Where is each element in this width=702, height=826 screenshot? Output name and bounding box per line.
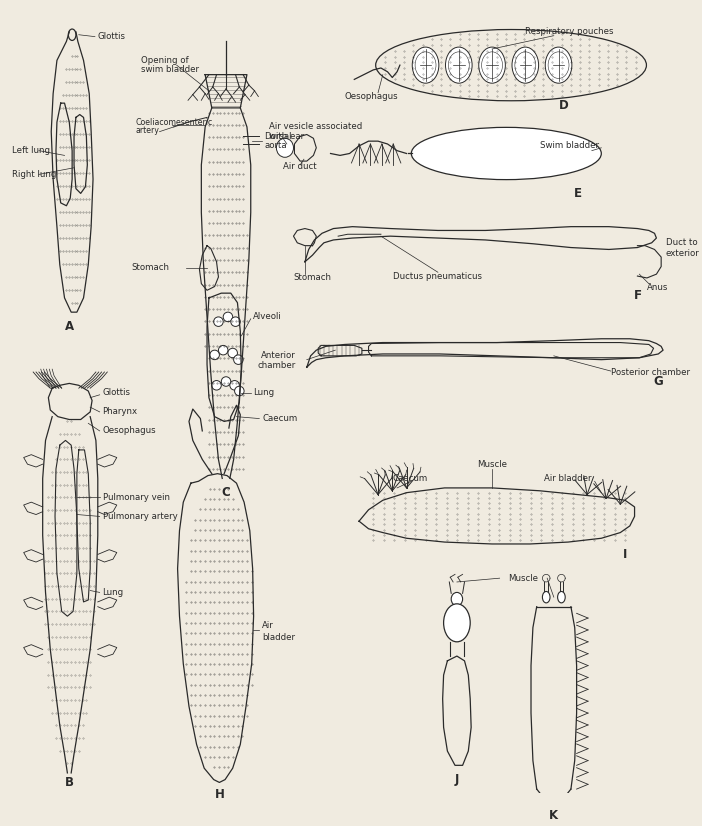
Text: B: B [65,776,74,789]
Text: Muscle: Muscle [477,459,507,468]
Text: chamber: chamber [257,361,296,370]
Text: Duct to: Duct to [666,238,698,247]
Ellipse shape [376,30,647,101]
Ellipse shape [444,604,470,642]
Text: C: C [222,487,230,499]
Ellipse shape [411,127,602,179]
Text: H: H [214,788,225,801]
Text: swim bladder: swim bladder [140,65,199,74]
Text: exterior: exterior [666,249,700,258]
Text: Pharynx: Pharynx [102,407,138,416]
Text: Air vesicle associated: Air vesicle associated [269,122,362,131]
Text: Respiratory pouches: Respiratory pouches [525,27,614,36]
Text: Lung: Lung [253,388,274,397]
Ellipse shape [234,355,243,364]
Text: E: E [574,187,581,200]
Text: Caecum: Caecum [392,474,428,483]
Text: J: J [455,773,459,786]
Ellipse shape [221,377,231,387]
Text: Glottis: Glottis [102,388,131,397]
Text: Caecum: Caecum [262,414,298,423]
Text: K: K [549,809,558,822]
Text: I: I [623,548,628,561]
Text: Anus: Anus [647,283,668,292]
Text: Oesophagus: Oesophagus [345,92,399,101]
Text: F: F [633,288,642,301]
Text: Muscle: Muscle [508,574,538,582]
Text: Opening of: Opening of [140,56,188,65]
Ellipse shape [451,592,463,605]
Ellipse shape [512,47,538,83]
Ellipse shape [212,381,221,390]
Text: Air: Air [262,621,274,630]
Text: D: D [558,99,568,112]
Text: Pulmonary vein: Pulmonary vein [102,493,170,502]
Ellipse shape [218,345,228,355]
Text: Posterior chamber: Posterior chamber [611,368,690,377]
Text: Stomach: Stomach [131,263,169,272]
Text: bladder: bladder [262,633,295,642]
Text: Dorsal: Dorsal [264,132,291,141]
Text: Right lung: Right lung [12,170,57,179]
Text: Oesophagus: Oesophagus [102,426,156,435]
Text: Swim bladder: Swim bladder [540,141,599,150]
Ellipse shape [230,381,239,390]
Ellipse shape [557,591,565,603]
Ellipse shape [543,591,550,603]
Ellipse shape [412,47,439,83]
Text: Left lung: Left lung [12,146,51,155]
Ellipse shape [223,312,232,321]
Text: aorta: aorta [264,141,286,150]
Ellipse shape [231,317,240,326]
Ellipse shape [210,350,220,359]
Text: G: G [654,375,663,388]
Text: Lung: Lung [102,588,124,597]
Text: Air bladder: Air bladder [544,474,592,483]
Text: A: A [65,320,74,333]
Text: Air duct: Air duct [283,162,317,171]
Text: Stomach: Stomach [293,273,331,282]
Text: artery: artery [135,126,159,135]
Text: Coeliacomesenteric: Coeliacomesenteric [135,117,213,126]
Ellipse shape [234,387,244,396]
Text: Pulmonary artery: Pulmonary artery [102,512,178,521]
Text: Glottis: Glottis [98,32,126,41]
Ellipse shape [277,138,293,157]
Ellipse shape [479,47,505,83]
Text: Ductus pneumaticus: Ductus pneumaticus [393,272,482,281]
Ellipse shape [213,317,223,326]
Text: with ear: with ear [269,132,304,141]
Ellipse shape [446,47,472,83]
Ellipse shape [228,349,237,358]
Ellipse shape [545,47,572,83]
Text: Alveoli: Alveoli [253,312,282,321]
Text: Anterior: Anterior [260,351,296,360]
